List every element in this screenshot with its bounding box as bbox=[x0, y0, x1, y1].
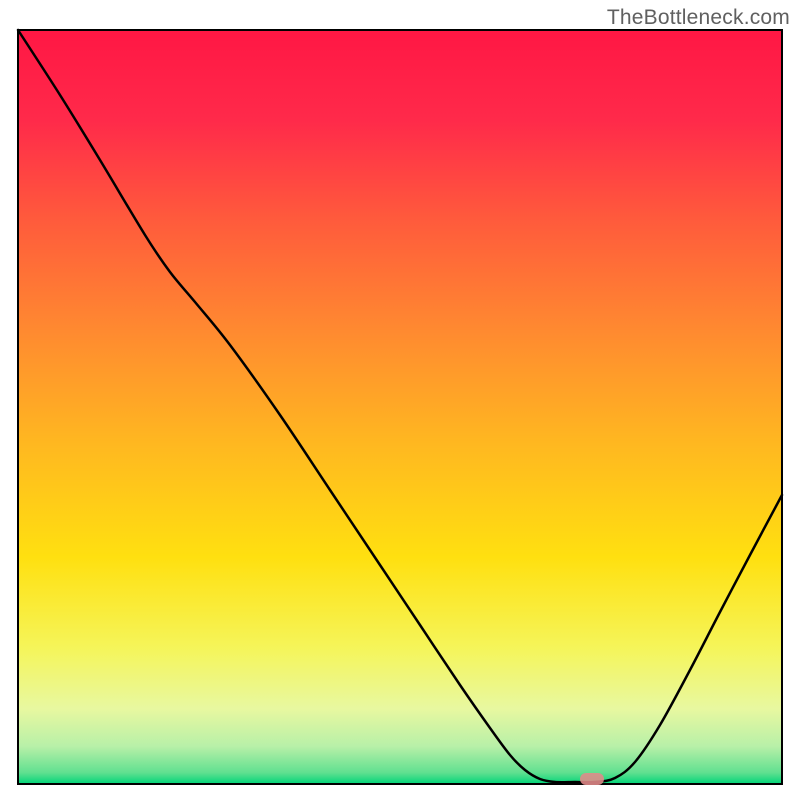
plot-background bbox=[18, 30, 782, 784]
optimal-point-marker bbox=[580, 773, 604, 785]
watermark-text: TheBottleneck.com bbox=[607, 6, 790, 30]
chart-svg bbox=[0, 0, 800, 800]
bottleneck-chart: TheBottleneck.com bbox=[0, 0, 800, 800]
